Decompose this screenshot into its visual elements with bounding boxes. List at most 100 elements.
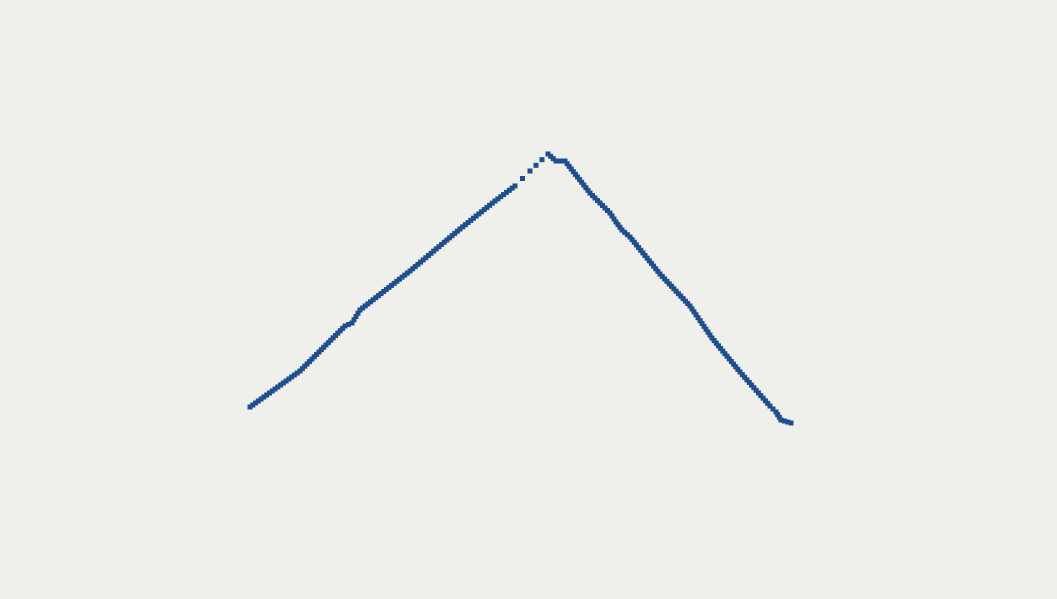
scatter-point [655,268,661,274]
scatter-point [280,380,286,386]
scatter-point [697,318,703,324]
scatter-point [564,161,570,167]
scatter-point [731,361,737,367]
scatter-point [346,322,351,327]
scatter-point [577,177,583,183]
scatter-point [559,158,565,164]
scatter-point [439,241,445,247]
scatter-point [765,400,771,406]
scatter-point [473,213,479,219]
scatter-point [394,278,400,284]
scatter-point [457,226,463,232]
scatter-point [579,179,585,185]
scatter-point [512,183,518,189]
scatter-point [357,307,363,313]
scatter-point [383,286,389,292]
scatter-point [423,255,429,261]
scatter-point [264,392,270,398]
scatter-point [581,182,587,188]
scatter-point [644,255,650,261]
scatter-point [575,174,580,180]
scatter-point [737,369,743,375]
scatter-point [689,306,695,312]
scatter-point [446,235,452,241]
scatter-point [711,338,717,344]
scatter-point [758,393,764,399]
scatter-point [556,158,562,164]
scatter-point [407,268,413,274]
scatter-point [275,384,281,390]
scatter-point [613,219,619,225]
scatter-point [261,394,267,400]
scatter-point [266,390,272,396]
scatter-point [585,187,591,193]
scatter-point [566,163,572,169]
scatter-point [718,345,724,351]
scatter-point [520,176,525,181]
scatter-point [707,332,713,338]
scatter-point [548,153,554,159]
scatter-point [362,303,368,309]
scatter-point [691,309,697,315]
scatter-point [648,260,654,266]
scatter-point [773,409,779,415]
scatter-point [607,210,613,216]
scatter-point [484,204,490,210]
scatter-point [627,234,633,240]
scatter-point [762,398,768,404]
scatter-point [713,340,719,346]
scatter-point [444,237,450,243]
scatter-point [370,297,376,303]
scatter-point [624,232,630,238]
scatter-point [527,168,533,174]
scatter-point [365,301,371,307]
scatter-point [693,312,699,318]
scatter-point [583,185,589,191]
scatter-point [449,233,455,239]
scatter-point [533,162,539,168]
scatter-point [726,356,732,362]
scatter-point [452,230,458,236]
scatter-point [636,245,642,251]
scatter-point [653,266,659,272]
scatter-point [375,293,381,299]
scatter-point [770,406,776,412]
scatter-point [744,377,750,383]
scatter-point [739,372,745,378]
scatter-point [735,366,741,372]
scatter-point [775,412,781,418]
scatter-point [778,417,784,423]
scatter-point [460,224,466,230]
scatter-point [269,388,275,394]
scatter-point [410,266,416,272]
scatter-point [733,364,739,370]
scatter-point [381,289,387,295]
scatter-point [498,194,504,200]
scatter-point [749,382,755,388]
scatter-point [351,317,357,323]
scatter-point [404,270,410,276]
scatter-point [631,239,637,245]
scatter-point [760,395,766,401]
scatter-point [342,323,348,329]
scatter-point [399,274,405,280]
scatter-point [391,280,397,286]
scatter-point [724,353,730,359]
scatter-point [785,419,791,425]
scatter-point [715,343,721,349]
scatter-point [615,222,621,228]
scatter-point [506,187,512,193]
scatter-point [468,217,474,223]
scatter-point [755,390,761,396]
scatter-point [640,250,646,256]
scatter-point [433,246,439,252]
scatter-point [562,158,568,164]
scatter-point [250,402,256,408]
scatter-point [378,291,384,297]
scatter-point [294,370,300,376]
scatter-point [539,157,545,163]
scatter-point [701,323,707,329]
scatter-point [722,351,728,357]
